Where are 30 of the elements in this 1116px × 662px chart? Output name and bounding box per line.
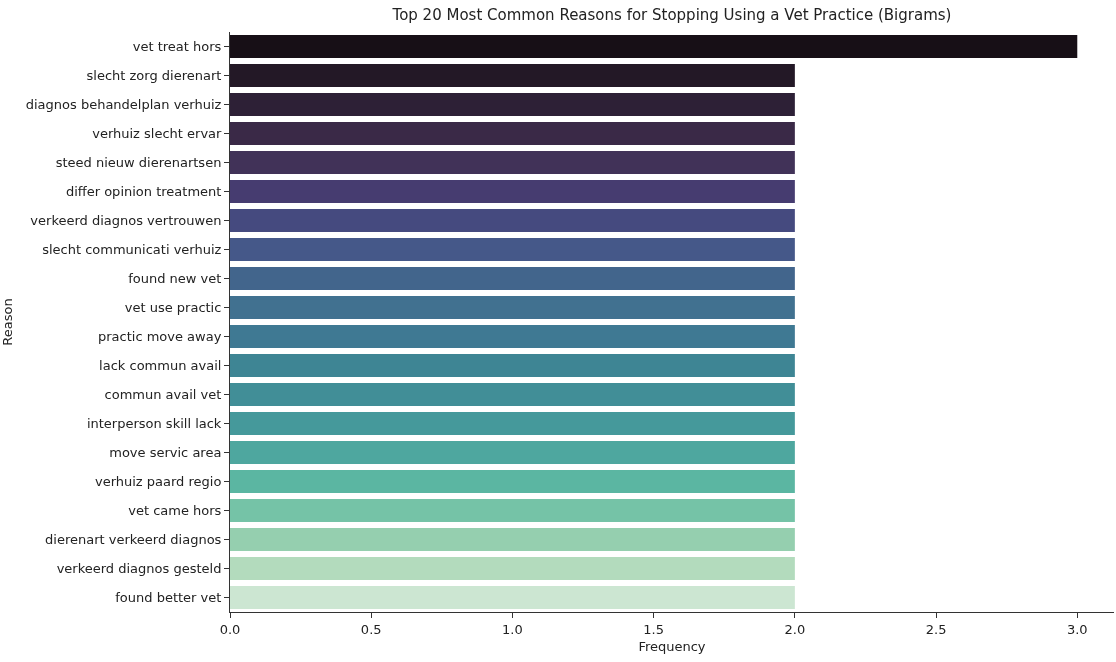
x-tick-label: 1.5 (643, 621, 664, 637)
y-tick-label: diagnos behandelplan verhuiz (25, 97, 222, 113)
y-tick-label: vet treat hors (132, 39, 222, 55)
x-axis-title: Frequency (638, 639, 706, 655)
x-tick-label: 0.5 (360, 621, 382, 637)
y-tick-label: move servic area (109, 445, 222, 461)
x-tick-label: 0.0 (219, 621, 241, 637)
y-tick-label: found new vet (128, 271, 222, 287)
y-axis-title: Reason (0, 298, 15, 346)
y-tick-label: verhuiz slecht ervar (92, 126, 223, 142)
y-tick-label: vet use practic (124, 300, 222, 316)
chart-title: Top 20 Most Common Reasons for Stopping Using a Vet Practice (Bigrams) (391, 6, 952, 25)
y-tick-label: differ opinion treatment (65, 184, 222, 200)
y-tick-label: practic move away (97, 329, 222, 345)
x-tick-label: 2.0 (784, 621, 806, 637)
y-tick-label: steed nieuw dierenartsen (55, 155, 222, 171)
y-tick-label: vet came hors (128, 503, 222, 519)
y-tick-label: slecht zorg dierenart (86, 68, 222, 84)
y-tick-label: verhuiz paard regio (94, 474, 222, 490)
y-tick-label: verkeerd diagnos gesteld (56, 561, 222, 577)
x-tick-label: 3.0 (1066, 621, 1088, 637)
y-tick-label: lack commun avail (99, 358, 222, 374)
y-tick-label: interperson skill lack (86, 416, 222, 432)
y-tick-label: verkeerd diagnos vertrouwen (30, 213, 222, 229)
y-tick-label: dierenart verkeerd diagnos (45, 532, 222, 548)
x-tick-label: 1.0 (502, 621, 523, 637)
y-tick-label: slecht communicati verhuiz (42, 242, 222, 258)
y-tick-label: found better vet (115, 590, 222, 606)
y-tick-label: commun avail vet (104, 387, 222, 403)
x-tick-label: 2.5 (925, 621, 947, 637)
